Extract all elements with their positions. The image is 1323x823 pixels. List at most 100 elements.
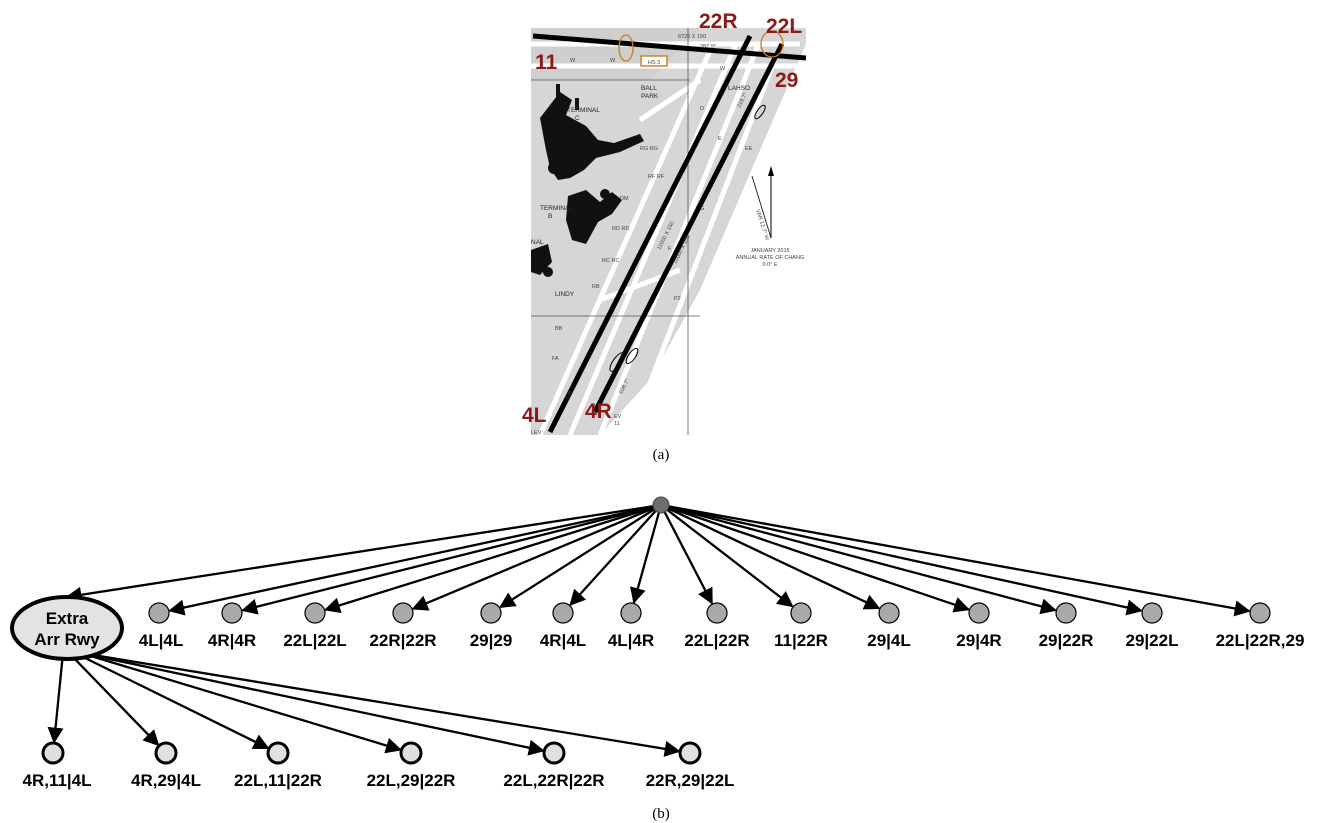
svg-text:RG RG: RG RG [640,146,658,152]
config-label-29-22l: 29|22L [1126,631,1179,650]
edge-root-22l-22r [659,504,713,605]
runway-lines [532,33,806,434]
edge-extra-22r-29-22l [80,651,681,757]
decision-tree: Extra Arr Rwy 4L|4L 4R|4R 22L|22L 22R|22R 29|2… [10,496,1304,790]
extra-config-node-22l-29-22r [399,741,423,765]
hold-short-circle-22l [760,30,784,58]
hs-label: HS 3 [648,60,660,66]
hold-short-circle-22r [618,34,634,62]
config-node-22l-22l [304,602,326,624]
edge-root-extra [65,503,662,603]
runway-label-29: 29 [775,69,798,92]
caption-a: (a) [653,447,670,463]
terminal-b-label-1: TERMINAL [540,205,573,212]
terminal-a-building [531,244,553,277]
config-node-4r-4l [552,602,574,624]
config-node-4l-4r [620,602,642,624]
config-node-22l-22r-29 [1249,602,1271,624]
tree-nodes [10,496,1271,765]
svg-text:FA: FA [552,356,559,362]
config-node-29-4r [968,602,990,624]
lindy-label: LINDY [555,291,575,298]
mag-label-1: JANUARY 2015 [750,248,789,254]
config-label-29-29: 29|29 [470,631,513,650]
config-label-29-22r: 29|22R [1039,631,1094,650]
extra-node-label-line1: Extra [46,609,89,628]
extra-config-node-4r-29-4l [154,741,178,765]
config-label-4r-4l: 4R|4L [540,631,586,650]
tree-labels: Extra Arr Rwy 4L|4L 4R|4R 22L|22L 22R|22R 29|2… [22,609,1304,790]
config-label-22l-22l: 22L|22L [283,631,346,650]
runway-label-11: 11 [535,51,558,74]
config-node-11-22r [790,602,812,624]
config-node-22l-22r [706,602,728,624]
config-label-11-22r: 11|22R [774,631,828,650]
svg-text:RC RC: RC RC [602,258,619,264]
svg-text:W: W [570,58,576,64]
edge-extra-22l-11-22r [74,651,270,750]
edge-root-22l-22r-29 [660,503,1251,617]
edge-root-4r-4r [241,503,662,615]
config-node-4l-4l [148,602,170,624]
config-node-4r-4r [221,602,243,624]
config-label-4r-4r: 4R|4R [208,631,256,650]
config-node-22r-22r [392,602,414,624]
svg-text:G: G [700,206,704,212]
dims-top-label: 6726 X 150 [678,34,706,40]
edge-root-4l-4r [630,504,663,604]
extra-config-label-22r-29-22l: 22R,29|22L [646,771,735,790]
svg-text:F: F [668,246,672,252]
svg-text:W: W [610,58,616,64]
heading-top-label: 287.9° [700,44,716,50]
svg-text:RF RF: RF RF [648,174,665,180]
extra-config-node-22l-22r-22r [542,741,566,765]
lahso-label: LAHSO [728,85,750,92]
terminal-b-label-2: B [548,213,552,220]
svg-text:RD RD: RD RD [612,226,629,232]
svg-text:W: W [720,66,726,72]
config-label-22l-22r-29: 22L|22R,29 [1216,631,1305,650]
edge-extra-4r-11-4l [47,652,65,744]
ball-park-label-1: BALL [641,85,657,92]
elev-right-2: 11 [614,421,620,427]
mag-label-2: ANNUAL RATE OF CHANG [736,255,804,261]
extra-config-node-4r-11-4l [41,741,65,765]
ball-park-label-2: PARK [641,93,659,100]
elev-left: LEV [531,430,542,436]
config-node-29-29 [480,602,502,624]
edge-extra-4r-29-4l [68,652,160,747]
config-label-4l-4r: 4L|4R [608,631,654,650]
airport-map: RG RG RF RF DM RD RD RC RC RB BB FA D E … [531,28,806,436]
terminal-c-label-2: C [575,115,580,122]
config-label-22l-22r: 22L|22R [684,631,749,650]
svg-text:DM: DM [620,196,629,202]
taxiway-letters: RG RG RF RF DM RD RD RC RC RB BB FA D E … [552,58,753,362]
terminal-a-label: NAL [531,239,544,246]
terminal-c-label-1: TERMINAL [567,107,600,114]
edge-root-22l-22l [323,503,662,614]
tree-edges [47,503,1251,757]
extra-config-node-22l-11-22r [266,741,290,765]
config-label-29-4r: 29|4R [956,631,1001,650]
edge-root-29-29 [498,504,662,609]
extra-config-label-4r-11-4l: 4R,11|4L [22,771,91,790]
config-node-29-4l [878,602,900,624]
edge-extra-22l-22r-22r [80,651,545,756]
runway-label-22r: 22R [699,10,738,33]
config-node-29-22l [1141,602,1163,624]
config-label-29-4l: 29|4L [867,631,911,650]
runway-label-4r: 4R [585,400,612,423]
runway-4r-22l [592,42,785,414]
config-label-4l-4l: 4L|4L [139,631,183,650]
extra-config-label-22l-29-22r: 22L,29|22R [367,771,456,790]
svg-text:EE: EE [745,146,753,152]
runway-label-22l: 22L [766,15,802,38]
runway-4l-22r [547,34,753,434]
terminal-c-building [540,84,644,180]
config-node-29-22r [1055,602,1077,624]
root-node [652,496,670,514]
caption-b: (b) [652,806,670,822]
extra-node-label-line2: Arr Rwy [34,630,100,649]
elev-right: EV [614,414,622,420]
svg-text:BB: BB [555,326,563,332]
